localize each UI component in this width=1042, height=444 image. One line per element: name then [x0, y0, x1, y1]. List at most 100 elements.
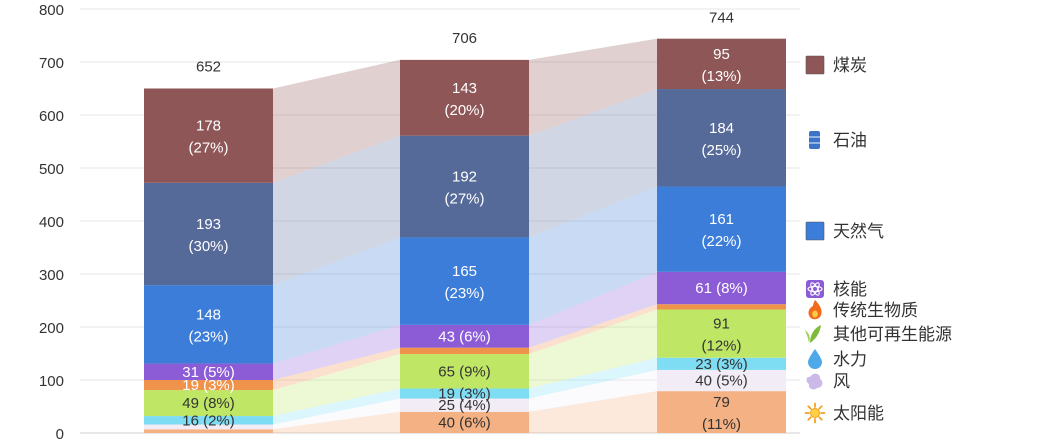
- sun-ray: [818, 405, 823, 410]
- bar-segment: [400, 59, 529, 136]
- bar-segment: [657, 309, 786, 358]
- bar-segment: [657, 357, 786, 370]
- atom-icon: [806, 280, 824, 298]
- data-label-line: (25%): [701, 142, 741, 159]
- data-label-line: 95: [713, 46, 730, 63]
- bar-segment: [400, 398, 529, 412]
- leaf-icon: [805, 325, 821, 343]
- legend-item: 煤炭: [805, 55, 867, 75]
- data-label-line: 148: [196, 306, 221, 323]
- blue-square-icon: [805, 221, 825, 241]
- data-label: 65 (9%): [438, 363, 491, 380]
- data-label: 16 (2%): [182, 412, 235, 429]
- data-label: 193 (30%): [188, 216, 228, 255]
- water-drop: [808, 349, 822, 369]
- data-label-line: 184: [709, 120, 734, 137]
- data-label: 161 (22%): [701, 211, 741, 250]
- legend-item: 天然气: [805, 221, 884, 241]
- flow-band: [273, 388, 400, 425]
- legend-item: 太阳能: [804, 402, 884, 424]
- data-label-line: (11%): [702, 416, 741, 433]
- y-tick-label: 600: [39, 108, 64, 125]
- flow-band: [529, 369, 657, 412]
- flow-band: [273, 398, 400, 430]
- legend-label: 太阳能: [833, 404, 884, 423]
- data-label: 95 (13%): [701, 46, 741, 85]
- y-tick-label: 0: [56, 426, 64, 443]
- data-label-line: (13%): [701, 68, 741, 85]
- data-label: 23 (3%): [695, 356, 748, 373]
- legend-label: 风: [833, 372, 850, 391]
- wind-icon: [806, 373, 823, 390]
- sun-icon: [804, 402, 826, 424]
- total-label: 744: [709, 10, 734, 27]
- atom-bg: [806, 280, 824, 298]
- bar-segment: [400, 411, 529, 433]
- legend-label: 水力: [833, 350, 867, 369]
- total-label: 652: [196, 58, 221, 75]
- flow-band: [529, 186, 657, 325]
- legend-item: 风: [806, 372, 850, 391]
- legend-label: 核能: [833, 280, 867, 299]
- y-tick-label: 400: [39, 214, 64, 231]
- data-label: 19 (3%): [438, 386, 491, 403]
- barrel-body: [809, 131, 820, 149]
- flow-band: [273, 411, 400, 433]
- water-drop-icon: [808, 349, 822, 369]
- data-label-line: (12%): [701, 338, 741, 355]
- data-label: 178 (27%): [188, 118, 228, 157]
- bar-segment: [657, 391, 786, 433]
- data-label: 49 (8%): [182, 395, 235, 412]
- bar-segment: [657, 186, 786, 272]
- bar-segment: [657, 304, 786, 310]
- bar-segment: [144, 182, 273, 286]
- bar-segment: [144, 380, 273, 391]
- y-tick-label: 700: [39, 55, 64, 72]
- flow-band-layer: [273, 38, 657, 433]
- data-label: 143 (20%): [444, 80, 484, 119]
- data-label: 79 (11%): [702, 394, 741, 433]
- data-label: 40 (5%): [695, 373, 748, 390]
- flow-band: [529, 304, 657, 355]
- legend-label: 其他可再生能源: [833, 325, 952, 344]
- legend-item: 石油: [809, 131, 867, 150]
- data-label-line: 165: [452, 263, 477, 280]
- legend-item: 其他可再生能源: [805, 325, 952, 344]
- leaf: [810, 325, 821, 343]
- sun-ray: [807, 416, 812, 421]
- data-label: 192 (27%): [444, 169, 484, 208]
- data-label-line: (23%): [444, 285, 484, 302]
- data-label: 165 (23%): [444, 263, 484, 302]
- flow-band: [273, 237, 400, 364]
- flow-band: [273, 354, 400, 417]
- bar-segment: [400, 354, 529, 389]
- bar-segment: [144, 424, 273, 430]
- bar-segment: [657, 89, 786, 187]
- y-tick-label: 100: [39, 373, 64, 390]
- flow-band: [273, 347, 400, 391]
- bar-segment: [400, 324, 529, 348]
- data-label: 25 (4%): [438, 397, 491, 414]
- bar-segment: [657, 38, 786, 90]
- y-tick-label: 300: [39, 267, 64, 284]
- data-label-line: 91: [713, 316, 730, 333]
- data-label: 184 (25%): [701, 120, 741, 159]
- legend-label: 传统生物质: [833, 301, 918, 320]
- data-label-line: (30%): [188, 238, 228, 255]
- y-tick-label: 800: [39, 2, 64, 19]
- flow-band: [529, 89, 657, 238]
- oil-barrel-icon: [809, 131, 820, 149]
- data-label: 31 (5%): [182, 364, 235, 381]
- flow-band: [273, 59, 400, 183]
- flow-band: [529, 38, 657, 136]
- bar-segment: [144, 285, 273, 364]
- atom-orbit: [810, 282, 820, 296]
- bar-segment: [144, 416, 273, 425]
- atom-orbit: [810, 282, 820, 296]
- y-tick-label: 500: [39, 161, 64, 178]
- data-label-line: 161: [709, 211, 734, 228]
- bar-segment: [657, 271, 786, 305]
- data-label: 43 (6%): [438, 328, 491, 345]
